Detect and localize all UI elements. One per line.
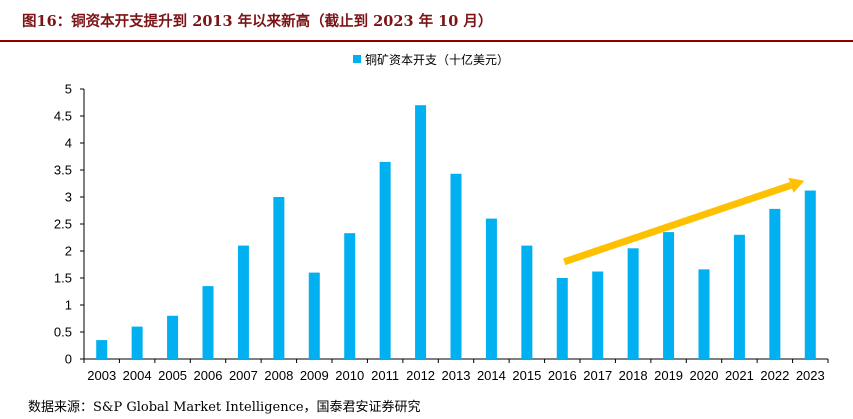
x-tick-label: 2012 xyxy=(406,368,435,383)
bar xyxy=(804,190,816,359)
x-tick-label: 2007 xyxy=(229,368,258,383)
x-tick-label: 2023 xyxy=(796,368,825,383)
y-tick-label: 1.5 xyxy=(54,271,72,286)
x-tick-label: 2020 xyxy=(690,368,719,383)
x-tick-labels: 2003 2004 2005 2006 2007 2008 2009 2010 2011 2012… xyxy=(83,359,829,383)
bar xyxy=(450,173,462,359)
x-tick-label: 2011 xyxy=(371,368,399,383)
x-tick-label: 2010 xyxy=(335,368,364,383)
y-tick-label: 1 xyxy=(65,298,72,313)
bar xyxy=(556,278,568,359)
y-tick-label: 2.5 xyxy=(54,217,72,232)
bar xyxy=(521,245,533,359)
bar xyxy=(344,233,356,359)
source-note: 数据来源：S&P Global Market Intelligence，国泰君安… xyxy=(28,400,421,415)
y-tick-label: 2 xyxy=(65,244,72,259)
x-tick-label: 2005 xyxy=(158,368,187,383)
legend-swatch xyxy=(353,55,361,63)
trend-arrow xyxy=(563,177,805,266)
x-tick-label: 2009 xyxy=(300,368,329,383)
trend-arrow-head xyxy=(788,177,805,193)
y-tick-label: 0 xyxy=(65,352,72,367)
bar xyxy=(663,232,675,359)
title-bar xyxy=(0,0,853,42)
x-tick-label: 2018 xyxy=(619,368,648,383)
x-tick-label: 2013 xyxy=(442,368,471,383)
y-tick-label: 4.5 xyxy=(54,109,72,124)
bar xyxy=(167,315,179,359)
x-tick-label: 2006 xyxy=(194,368,223,383)
bar xyxy=(202,286,214,359)
y-tick-labels: 0 0.5 1 1.5 2 2.5 3 3.5 4 4.5 5 xyxy=(54,82,84,367)
x-tick-label: 2004 xyxy=(123,368,152,383)
legend: 铜矿资本开支（十亿美元） xyxy=(353,52,509,67)
bar xyxy=(308,272,320,359)
x-tick-label: 2014 xyxy=(477,368,506,383)
x-tick-label: 2008 xyxy=(264,368,293,383)
x-tick-label: 2022 xyxy=(760,368,789,383)
x-tick-label: 2003 xyxy=(87,368,116,383)
bar xyxy=(627,248,639,359)
bar xyxy=(698,269,710,359)
x-tick-label: 2019 xyxy=(654,368,683,383)
y-tick-label: 5 xyxy=(65,82,72,97)
x-tick-label: 2015 xyxy=(512,368,541,383)
y-tick-label: 3 xyxy=(65,190,72,205)
bar xyxy=(592,271,604,359)
legend-label: 铜矿资本开支（十亿美元） xyxy=(365,52,509,67)
bars xyxy=(96,105,816,359)
trend-arrow-shaft xyxy=(563,181,793,266)
y-tick-label: 3.5 xyxy=(54,163,72,178)
bar xyxy=(96,340,108,359)
x-tick-label: 2017 xyxy=(583,368,612,383)
x-tick-label: 2016 xyxy=(548,368,577,383)
bar xyxy=(733,234,745,359)
bar xyxy=(237,245,249,359)
y-tick-label: 4 xyxy=(65,136,72,151)
y-tick-label: 0.5 xyxy=(54,325,72,340)
bar xyxy=(769,208,781,359)
figure-title: 图16：铜资本开支提升到 2013 年以来新高（截止到 2023 年 10 月） xyxy=(22,13,493,30)
bar xyxy=(415,105,427,359)
bar xyxy=(379,161,391,359)
x-tick-label: 2021 xyxy=(725,368,754,383)
bar xyxy=(273,197,285,359)
bar xyxy=(485,218,497,359)
bar xyxy=(131,326,143,359)
